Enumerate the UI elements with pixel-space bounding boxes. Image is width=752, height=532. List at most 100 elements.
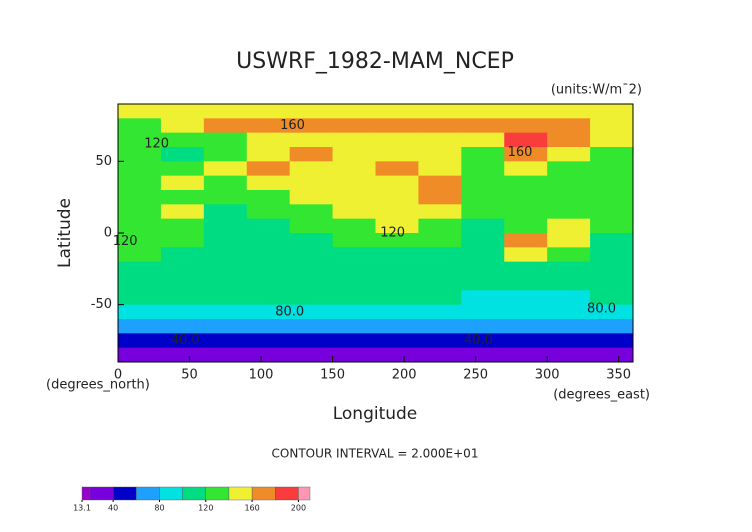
cell — [375, 190, 419, 205]
cell — [418, 290, 462, 306]
cell — [203, 147, 248, 162]
x-axis-label: Longitude — [333, 404, 418, 424]
cell — [289, 104, 334, 119]
cell — [461, 333, 505, 349]
cell — [160, 333, 205, 349]
cell — [547, 147, 591, 162]
cell — [246, 333, 291, 349]
cell — [246, 104, 291, 119]
cell — [246, 276, 291, 291]
x-tick-label: 200 — [392, 368, 417, 383]
cell — [504, 319, 548, 334]
cell — [118, 190, 162, 205]
cell — [246, 161, 291, 177]
cell — [461, 161, 505, 177]
x-tick-label: 0 — [114, 368, 122, 383]
cell — [375, 347, 419, 363]
cell — [547, 247, 591, 263]
cell — [375, 290, 419, 306]
cell — [461, 104, 505, 119]
cell — [418, 190, 462, 205]
contour-note: CONTOUR INTERVAL = 2.000E+01 — [272, 447, 479, 461]
cell — [289, 118, 334, 134]
cell — [461, 347, 505, 363]
cell — [375, 147, 419, 162]
cell — [203, 233, 248, 248]
cell — [203, 104, 248, 119]
cell — [461, 132, 505, 148]
cell — [418, 276, 462, 291]
colorbar-swatch — [205, 486, 230, 501]
cell — [461, 276, 505, 291]
y-tick-label: -50 — [91, 297, 112, 312]
cell — [160, 104, 205, 119]
cell — [160, 276, 205, 291]
cell — [332, 290, 376, 306]
cell — [504, 290, 548, 306]
cell — [118, 218, 162, 234]
cell — [547, 276, 591, 291]
cell — [160, 190, 205, 205]
cell — [160, 261, 205, 277]
colorbar-swatch — [275, 486, 299, 501]
cell — [246, 319, 291, 334]
cell — [246, 132, 291, 148]
cell — [418, 347, 462, 363]
cell — [332, 204, 376, 220]
cell — [504, 333, 548, 349]
cell — [203, 276, 248, 291]
y-tick-label: 50 — [95, 154, 112, 169]
cell — [118, 204, 162, 220]
cell — [590, 204, 634, 220]
cell — [418, 218, 462, 234]
cell — [547, 104, 591, 119]
cell — [118, 290, 162, 306]
cell — [289, 218, 334, 234]
cell — [118, 175, 162, 191]
cell — [547, 161, 591, 177]
cell — [160, 347, 205, 363]
cell — [160, 147, 205, 162]
cell — [504, 304, 548, 320]
cell — [289, 233, 334, 248]
cell — [118, 161, 162, 177]
cell — [246, 147, 291, 162]
cell — [289, 247, 334, 263]
cell — [203, 304, 248, 320]
cell — [418, 333, 462, 349]
cell — [504, 118, 548, 134]
cell — [418, 132, 462, 148]
cell — [375, 175, 419, 191]
cell — [332, 175, 376, 191]
cell — [375, 104, 419, 119]
cell — [160, 118, 205, 134]
cell — [504, 175, 548, 191]
cell — [289, 276, 334, 291]
cell — [418, 118, 462, 134]
colorbar-label: 40 — [108, 504, 118, 513]
cell — [160, 247, 205, 263]
cell — [332, 218, 376, 234]
cell — [590, 104, 634, 119]
cell — [547, 218, 591, 234]
cell — [160, 304, 205, 320]
cell — [246, 347, 291, 363]
cell — [547, 290, 591, 306]
cell — [375, 118, 419, 134]
colorbar-swatch — [159, 486, 183, 501]
colorbar-label: 13.1 — [73, 504, 91, 513]
cell — [160, 319, 205, 334]
cell — [289, 290, 334, 306]
cell — [504, 218, 548, 234]
cell — [246, 175, 291, 191]
x-unit: (degrees_east) — [553, 388, 650, 403]
cell — [590, 347, 634, 363]
cell — [118, 276, 162, 291]
cell — [504, 247, 548, 263]
cell — [118, 333, 162, 349]
cell — [203, 118, 248, 134]
cell — [332, 118, 376, 134]
cell — [332, 261, 376, 277]
cell — [547, 190, 591, 205]
cell — [203, 319, 248, 334]
